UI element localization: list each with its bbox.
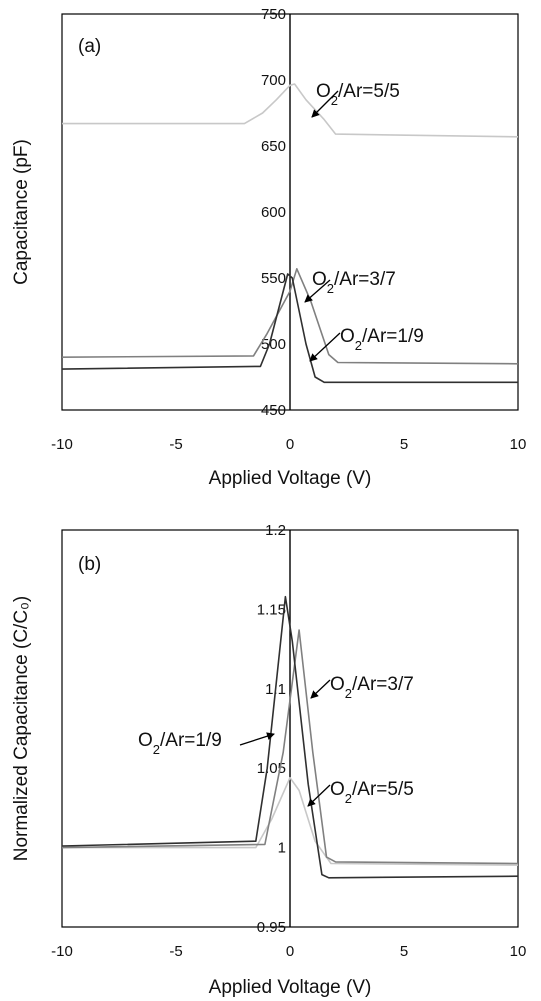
y-tick-label: 1.15 <box>257 601 286 618</box>
y-tick-label: 1 <box>278 840 286 857</box>
series-line <box>61 629 519 865</box>
series-annotations: O2/Ar=5/5 O2/Ar=3/7 O2/Ar=1/9 <box>304 81 424 362</box>
annotation-arrow <box>309 332 341 362</box>
series-line <box>62 83 519 138</box>
series-line <box>61 595 519 879</box>
x-tick-label: -5 <box>169 943 182 960</box>
series-line <box>61 273 518 384</box>
chart-panel-b: (b) Applied Voltage (V) Normalized Capac… <box>11 522 526 998</box>
annotation-arrow <box>239 732 275 746</box>
series-annotations: O2/Ar=5/5 O2/Ar=3/7 O2/Ar=1/9 <box>138 674 414 807</box>
y-axis-label: Normalized Capacitance (C/C₀) <box>11 596 32 862</box>
series-annotation: O2/Ar=3/7 <box>330 674 414 701</box>
annotation-arrow <box>310 679 331 699</box>
x-tick-label: 10 <box>510 436 527 453</box>
series-annotation: O2/Ar=5/5 <box>316 81 400 108</box>
annotation-arrow <box>304 279 331 303</box>
series-line <box>62 776 519 866</box>
series-annotation: O2/Ar=3/7 <box>312 269 396 296</box>
panel-label: (b) <box>78 554 101 575</box>
x-tick-label: 5 <box>400 436 408 453</box>
annotation-arrow <box>311 90 339 118</box>
series-annotation: O2/Ar=5/5 <box>330 779 414 806</box>
x-axis-label: Applied Voltage (V) <box>209 468 372 489</box>
panel-label: (a) <box>78 36 101 57</box>
x-tick-label: 0 <box>286 943 294 960</box>
chart-panel-a: (a) Applied Voltage (V) Capacitance (pF)… <box>11 6 526 489</box>
x-tick-labels: -10 -5 0 5 10 <box>51 943 526 960</box>
x-tick-label: 5 <box>400 943 408 960</box>
series-lines <box>61 595 519 879</box>
x-tick-label: -10 <box>51 943 73 960</box>
y-axis-label: Capacitance (pF) <box>11 139 32 285</box>
y-tick-label: 450 <box>261 402 286 419</box>
series-annotation: O2/Ar=1/9 <box>340 326 424 353</box>
annotation-arrow <box>307 784 331 807</box>
y-tick-label: 650 <box>261 138 286 155</box>
x-tick-label: 0 <box>286 436 294 453</box>
series-lines <box>61 83 519 384</box>
x-tick-label: -5 <box>169 436 182 453</box>
y-tick-label: 700 <box>261 72 286 89</box>
x-axis-label: Applied Voltage (V) <box>209 977 372 998</box>
series-line <box>61 268 519 365</box>
y-tick-label: 550 <box>261 270 286 287</box>
x-tick-label: 10 <box>510 943 527 960</box>
series-annotation: O2/Ar=1/9 <box>138 730 222 757</box>
y-tick-label: 1.2 <box>265 522 286 539</box>
y-tick-label: 600 <box>261 204 286 221</box>
y-tick-label: 0.95 <box>257 919 286 936</box>
x-tick-label: -10 <box>51 436 73 453</box>
y-tick-label: 750 <box>261 6 286 23</box>
x-tick-labels: -10 -5 0 5 10 <box>51 436 526 453</box>
